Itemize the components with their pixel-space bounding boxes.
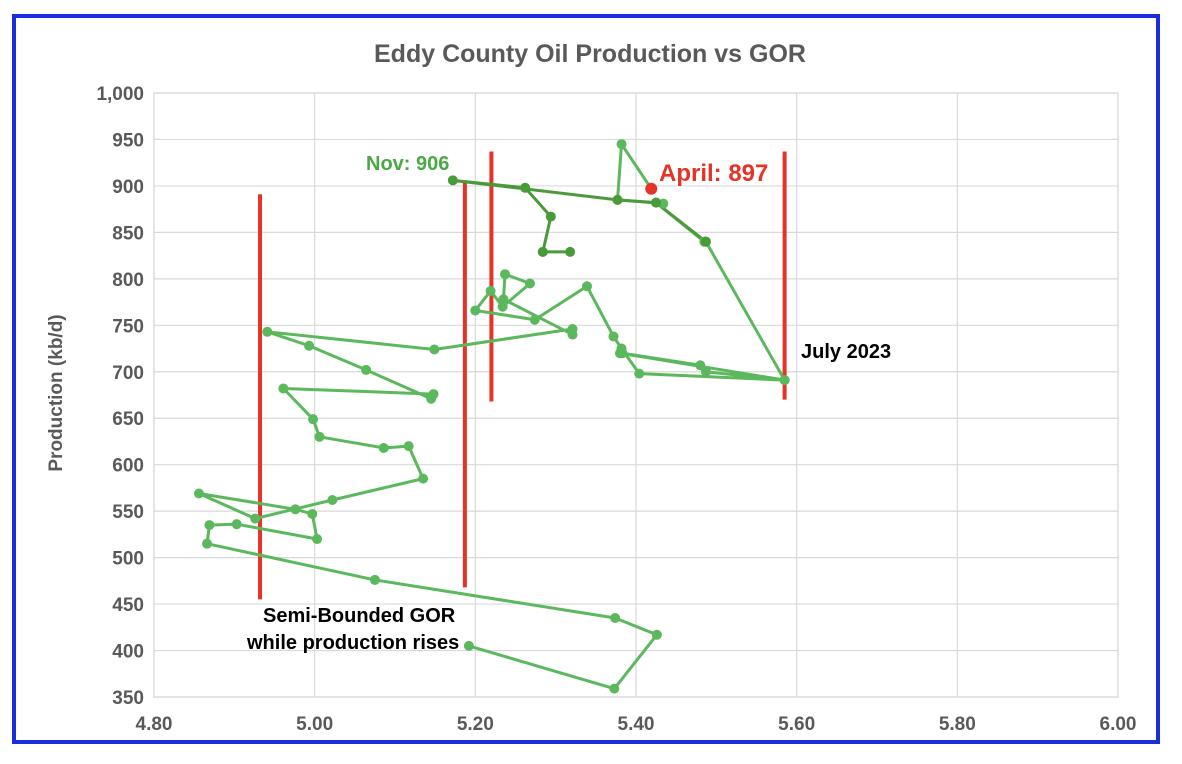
y-tick-label: 350	[112, 688, 144, 709]
data-point	[470, 305, 481, 316]
data-point	[700, 236, 711, 247]
y-tick-label: 1,000	[96, 84, 144, 105]
data-point	[609, 683, 620, 694]
data-point	[634, 368, 645, 379]
y-tick-label: 500	[112, 549, 144, 570]
data-point	[616, 139, 627, 150]
data-point	[485, 285, 496, 296]
x-tick-label: 5.80	[939, 714, 976, 735]
data-point	[520, 182, 531, 193]
data-point	[651, 629, 662, 640]
data-point	[307, 508, 318, 519]
data-point	[651, 197, 662, 208]
annotation-april: April: 897	[659, 160, 768, 187]
red-vertical-lines	[258, 151, 787, 600]
data-point	[524, 278, 535, 289]
data-point	[290, 504, 301, 515]
x-axis-ticks: 4.80 5.00 5.20 5.40 5.60 5.80 6.00	[136, 714, 1137, 735]
data-point	[447, 175, 458, 186]
data-point	[581, 281, 592, 292]
data-point	[700, 366, 711, 377]
y-tick-label: 750	[112, 316, 144, 337]
data-point	[537, 246, 548, 257]
y-tick-label: 400	[112, 642, 144, 663]
data-point	[327, 495, 338, 506]
plot-area	[153, 92, 1119, 698]
data-point	[610, 613, 621, 624]
y-tick-label: 550	[112, 502, 144, 523]
data-point	[418, 473, 429, 484]
data-point	[429, 344, 440, 355]
annotation-nov: Nov: 906	[366, 153, 449, 175]
highlight-point-april	[645, 182, 658, 195]
data-point	[312, 534, 323, 545]
annotation-semi-bounded-line1: Semi-Bounded GOR	[263, 605, 456, 627]
data-point	[614, 348, 625, 359]
data-point	[403, 441, 414, 452]
annotation-july: July 2023	[801, 341, 891, 363]
y-tick-label: 850	[112, 223, 144, 244]
y-tick-label: 900	[112, 177, 144, 198]
x-tick-label: 5.20	[457, 714, 494, 735]
x-tick-label: 5.40	[618, 714, 655, 735]
data-point	[250, 513, 261, 524]
data-point	[463, 640, 474, 651]
data-point	[262, 326, 273, 337]
data-point	[202, 538, 213, 549]
data-point	[498, 294, 509, 305]
x-tick-label: 6.00	[1100, 714, 1137, 735]
data-series	[193, 139, 790, 694]
y-axis-label: Production (kb/d)	[46, 314, 67, 471]
data-point	[545, 211, 556, 222]
data-point	[314, 431, 325, 442]
x-tick-label: 5.00	[296, 714, 333, 735]
chart-svg: Eddy County Oil Production vs GOR 4.80 5.…	[46, 40, 1137, 735]
data-point	[565, 246, 576, 257]
data-point	[779, 375, 790, 386]
data-point	[278, 383, 289, 394]
data-point	[608, 331, 619, 342]
chart-frame: Eddy County Oil Production vs GOR 4.80 5.…	[12, 14, 1160, 744]
x-tick-label: 5.60	[778, 714, 815, 735]
gridlines	[153, 92, 1119, 698]
data-point	[529, 314, 540, 325]
x-tick-label: 4.80	[136, 714, 173, 735]
data-point	[361, 364, 372, 375]
data-point	[231, 519, 242, 530]
data-point	[308, 414, 319, 425]
y-tick-label: 650	[112, 409, 144, 430]
data-point	[304, 340, 315, 351]
chart-title: Eddy County Oil Production vs GOR	[374, 40, 806, 68]
data-point	[612, 194, 623, 205]
data-point	[695, 360, 706, 371]
data-point	[193, 488, 204, 499]
y-axis-ticks: 350 400 450 500 550 600 650 700 750 800 850 900 950 1…	[96, 84, 144, 709]
data-point	[369, 574, 380, 585]
y-tick-label: 950	[112, 130, 144, 151]
y-tick-label: 600	[112, 456, 144, 477]
data-point	[497, 301, 508, 312]
data-point	[426, 393, 437, 404]
data-point	[378, 442, 389, 453]
data-point	[567, 329, 578, 340]
annotation-semi-bounded-line2: while production rises	[246, 632, 459, 654]
y-tick-label: 700	[112, 363, 144, 384]
y-tick-label: 800	[112, 270, 144, 291]
data-point	[204, 520, 215, 531]
y-tick-label: 450	[112, 595, 144, 616]
data-point	[500, 269, 511, 280]
